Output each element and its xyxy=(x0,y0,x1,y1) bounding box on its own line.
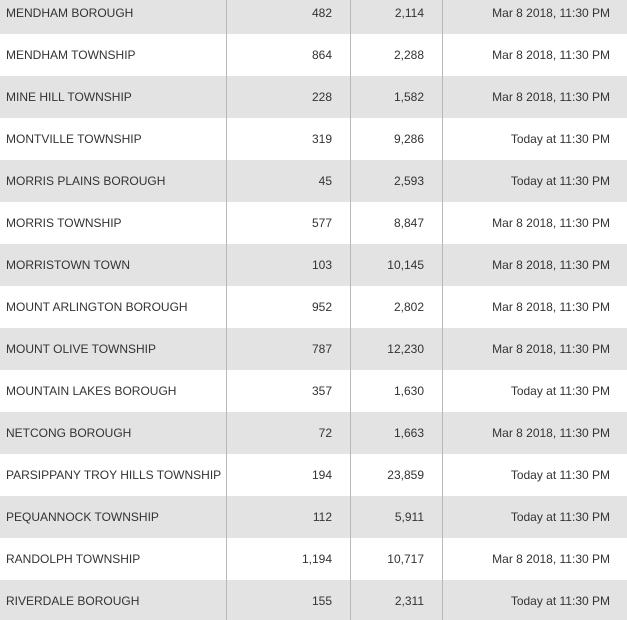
updated-cell: Mar 8 2018, 11:30 PM xyxy=(492,6,610,20)
table-row: NETCONG BOROUGH 72 1,663 Mar 8 2018, 11:30 … xyxy=(0,412,627,454)
updated-cell: Mar 8 2018, 11:30 PM xyxy=(492,426,610,440)
table-row: MENDHAM BOROUGH 482 2,114 Mar 8 2018, 11:30… xyxy=(0,0,627,34)
table-row: MORRISTOWN TOWN 103 10,145 Mar 8 2018, 11:3… xyxy=(0,244,627,286)
count-cell: 194 xyxy=(311,468,332,482)
updated-cell: Mar 8 2018, 11:30 PM xyxy=(492,90,610,104)
count-cell: 112 xyxy=(312,510,332,524)
updated-cell: Today at 11:30 PM xyxy=(510,594,610,608)
total-cell: 2,311 xyxy=(394,594,424,608)
total-cell: 1,582 xyxy=(393,90,424,104)
updated-cell: Today at 11:30 PM xyxy=(510,468,610,482)
count-cell: 864 xyxy=(311,48,332,62)
total-cell: 1,630 xyxy=(393,384,424,398)
count-cell: 228 xyxy=(311,90,332,104)
total-cell: 2,593 xyxy=(393,174,424,188)
municipality-cell: MOUNT OLIVE TOWNSHIP xyxy=(6,342,157,356)
total-cell: 8,847 xyxy=(393,216,424,230)
column-divider xyxy=(226,0,227,620)
total-cell: 2,114 xyxy=(394,6,424,20)
table-row: MOUNT ARLINGTON BOROUGH 952 2,802 Mar 8 201… xyxy=(0,286,627,328)
updated-cell: Mar 8 2018, 11:30 PM xyxy=(492,216,610,230)
total-cell: 2,288 xyxy=(393,48,424,62)
column-divider xyxy=(350,0,351,620)
total-cell: 1,663 xyxy=(393,426,424,440)
municipality-cell: MORRISTOWN TOWN xyxy=(6,258,130,272)
municipality-cell: MENDHAM TOWNSHIP xyxy=(6,48,136,62)
updated-cell: Today at 11:30 PM xyxy=(510,174,610,188)
municipality-cell: MOUNTAIN LAKES BOROUGH xyxy=(6,384,177,398)
table-row: PARSIPPANY TROY HILLS TOWNSHIP 194 23,859 T… xyxy=(0,454,627,496)
municipality-cell: MOUNT ARLINGTON BOROUGH xyxy=(6,300,188,314)
count-cell: 482 xyxy=(311,6,332,20)
total-cell: 23,859 xyxy=(387,468,424,482)
total-cell: 10,717 xyxy=(387,552,424,566)
total-cell: 12,230 xyxy=(387,342,424,356)
count-cell: 72 xyxy=(318,426,332,440)
municipality-cell: MINE HILL TOWNSHIP xyxy=(6,90,132,104)
table-row: RANDOLPH TOWNSHIP 1,194 10,717 Mar 8 2018, … xyxy=(0,538,627,580)
table-row: MORRIS PLAINS BOROUGH 45 2,593 Today at 11:… xyxy=(0,160,627,202)
updated-cell: Mar 8 2018, 11:30 PM xyxy=(492,300,610,314)
count-cell: 357 xyxy=(311,384,332,398)
total-cell: 10,145 xyxy=(387,258,424,272)
municipality-cell: MORRIS PLAINS BOROUGH xyxy=(6,174,166,188)
count-cell: 103 xyxy=(311,258,332,272)
municipality-cell: RANDOLPH TOWNSHIP xyxy=(6,552,141,566)
municipality-cell: MORRIS TOWNSHIP xyxy=(6,216,122,230)
updated-cell: Today at 11:30 PM xyxy=(510,132,610,146)
count-cell: 45 xyxy=(318,174,332,188)
count-cell: 319 xyxy=(311,132,332,146)
count-cell: 952 xyxy=(311,300,332,314)
municipality-cell: PARSIPPANY TROY HILLS TOWNSHIP xyxy=(6,468,222,482)
total-cell: 5,911 xyxy=(394,510,424,524)
updated-cell: Mar 8 2018, 11:30 PM xyxy=(492,552,610,566)
count-cell: 787 xyxy=(311,342,332,356)
table-row: RIVERDALE BOROUGH 155 2,311 Today at 11:30 … xyxy=(0,580,627,620)
table-row: MOUNTAIN LAKES BOROUGH 357 1,630 Today at 1… xyxy=(0,370,627,412)
updated-cell: Mar 8 2018, 11:30 PM xyxy=(492,48,610,62)
table-row: PEQUANNOCK TOWNSHIP 112 5,911 Today at 11:3… xyxy=(0,496,627,538)
total-cell: 9,286 xyxy=(393,132,424,146)
municipality-cell: MONTVILLE TOWNSHIP xyxy=(6,132,142,146)
updated-cell: Mar 8 2018, 11:30 PM xyxy=(492,342,610,356)
municipality-cell: MENDHAM BOROUGH xyxy=(6,6,134,20)
updated-cell: Mar 8 2018, 11:30 PM xyxy=(492,258,610,272)
table-row: MENDHAM TOWNSHIP 864 2,288 Mar 8 2018, 11:3… xyxy=(0,34,627,76)
table-row: MOUNT OLIVE TOWNSHIP 787 12,230 Mar 8 2018,… xyxy=(0,328,627,370)
municipality-cell: PEQUANNOCK TOWNSHIP xyxy=(6,510,159,524)
updated-cell: Today at 11:30 PM xyxy=(510,384,610,398)
count-cell: 577 xyxy=(311,216,332,230)
municipality-cell: RIVERDALE BOROUGH xyxy=(6,594,140,608)
total-cell: 2,802 xyxy=(393,300,424,314)
table-row: MONTVILLE TOWNSHIP 319 9,286 Today at 11:30… xyxy=(0,118,627,160)
count-cell: 155 xyxy=(311,594,332,608)
updated-cell: Today at 11:30 PM xyxy=(510,510,610,524)
column-divider xyxy=(442,0,443,620)
municipality-cell: NETCONG BOROUGH xyxy=(6,426,132,440)
table-row: MORRIS TOWNSHIP 577 8,847 Mar 8 2018, 11:30… xyxy=(0,202,627,244)
table-row: MINE HILL TOWNSHIP 228 1,582 Mar 8 2018, 11… xyxy=(0,76,627,118)
count-cell: 1,194 xyxy=(301,552,332,566)
